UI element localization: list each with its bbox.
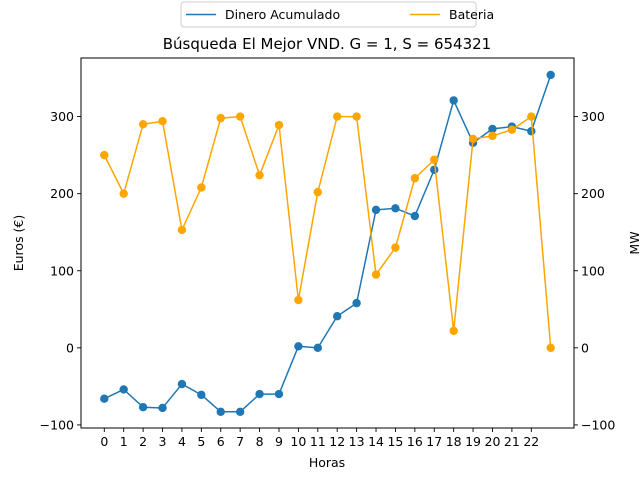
- data-point-dinero-acumulado: [294, 342, 303, 351]
- data-point-bateria: [177, 225, 187, 235]
- x-axis-label: Horas: [309, 455, 345, 470]
- x-tick-label: 5: [197, 434, 205, 449]
- series-layer: [100, 70, 555, 417]
- data-point-bateria: [235, 112, 245, 121]
- right-y-tick-label: 300: [581, 109, 605, 124]
- x-tick-label: 14: [368, 434, 384, 449]
- x-tick-label: 18: [446, 434, 462, 449]
- x-tick-label: 16: [407, 434, 423, 449]
- data-point-dinero-acumulado: [255, 389, 264, 399]
- legend: Dinero Acumulado Bateria: [180, 1, 494, 28]
- data-point-bateria: [391, 243, 400, 252]
- x-tick-label: 15: [387, 434, 403, 449]
- x-tick-label: 7: [236, 434, 244, 449]
- data-point-bateria: [119, 189, 128, 198]
- x-tick-label: 19: [465, 434, 481, 449]
- data-point-dinero-acumulado: [100, 394, 109, 403]
- data-point-bateria: [527, 112, 536, 121]
- data-point-bateria: [488, 131, 497, 141]
- data-point-dinero-acumulado: [430, 165, 439, 174]
- data-point-bateria: [333, 112, 342, 121]
- data-point-bateria: [468, 134, 478, 144]
- x-tick-label: 1: [120, 434, 128, 449]
- data-point-bateria: [546, 343, 555, 353]
- x-tick-label: 8: [256, 434, 264, 449]
- x-tick-label: 9: [275, 434, 283, 449]
- data-point-bateria: [371, 270, 381, 279]
- data-point-dinero-acumulado: [274, 389, 284, 399]
- data-point-dinero-acumulado: [138, 402, 148, 412]
- right-y-tick-label: 0: [581, 340, 589, 355]
- data-point-dinero-acumulado: [235, 407, 245, 417]
- left-y-tick-label: 0: [66, 340, 74, 355]
- data-point-bateria: [430, 155, 439, 164]
- x-tick-label: 10: [290, 434, 306, 449]
- data-point-bateria: [313, 187, 322, 197]
- data-point-dinero-acumulado: [352, 298, 361, 308]
- x-tick-label: 13: [349, 434, 365, 449]
- data-point-bateria: [352, 112, 361, 121]
- legend-label-dinero-acumulado: Dinero Acumulado: [225, 7, 340, 22]
- x-tick-label: 12: [329, 434, 345, 449]
- data-point-bateria: [274, 120, 284, 130]
- x-tick-label: 22: [523, 434, 539, 449]
- data-point-dinero-acumulado: [158, 403, 167, 413]
- data-point-dinero-acumulado: [216, 407, 225, 417]
- x-tick-label: 2: [139, 434, 147, 449]
- x-tick-label: 11: [310, 434, 326, 449]
- x-tick-label: 3: [159, 434, 167, 449]
- chart-title: Búsqueda El Mejor VND. G = 1, S = 654321: [163, 35, 491, 53]
- plot-area: [81, 58, 574, 428]
- data-point-dinero-acumulado: [313, 343, 322, 353]
- right-y-tick-label: 100: [581, 263, 605, 278]
- right-y-tick-label: 200: [581, 186, 605, 201]
- data-point-dinero-acumulado: [177, 379, 187, 389]
- x-tick-label: 20: [485, 434, 501, 449]
- data-point-bateria: [507, 125, 517, 134]
- data-point-dinero-acumulado: [371, 205, 381, 215]
- plot-background: [81, 58, 574, 428]
- left-y-axis-label: Euros (€): [11, 215, 26, 272]
- data-point-bateria: [158, 117, 167, 126]
- left-y-tick-label: −100: [40, 417, 74, 432]
- data-point-bateria: [294, 295, 303, 305]
- data-point-dinero-acumulado: [197, 390, 206, 400]
- axes-layer: 0 1 2 3 4 5 6 7 8 9 10 11 12 13 14 15 16 17 18 19 20 21 22−100…: [40, 57, 615, 449]
- data-point-dinero-acumulado: [119, 385, 128, 394]
- data-point-bateria: [255, 170, 264, 180]
- left-y-tick-label: 300: [50, 109, 74, 124]
- data-point-dinero-acumulado: [449, 96, 458, 105]
- data-point-dinero-acumulado: [333, 312, 342, 321]
- data-point-dinero-acumulado: [410, 211, 420, 221]
- left-y-tick-label: 100: [50, 263, 74, 278]
- data-point-bateria: [138, 120, 148, 129]
- x-tick-label: 17: [426, 434, 442, 449]
- data-point-dinero-acumulado: [546, 70, 555, 80]
- x-tick-label: 21: [504, 434, 520, 449]
- axes-frame: [80, 57, 575, 429]
- data-point-dinero-acumulado: [488, 124, 497, 134]
- legend-label-bateria: Bateria: [449, 7, 494, 22]
- left-y-tick-label: 200: [50, 186, 74, 201]
- legend-frame: [180, 1, 477, 28]
- x-tick-label: 4: [178, 434, 186, 449]
- data-point-dinero-acumulado: [527, 127, 536, 136]
- right-y-axis-label: MW: [627, 231, 640, 254]
- data-point-bateria: [100, 150, 109, 160]
- data-point-bateria: [216, 113, 225, 123]
- right-y-tick-label: −100: [581, 417, 615, 432]
- data-point-bateria: [197, 183, 206, 192]
- x-tick-label: 0: [100, 434, 108, 449]
- data-point-bateria: [410, 174, 420, 183]
- x-tick-label: 6: [217, 434, 225, 449]
- data-point-bateria: [449, 326, 458, 336]
- data-point-dinero-acumulado: [391, 204, 400, 213]
